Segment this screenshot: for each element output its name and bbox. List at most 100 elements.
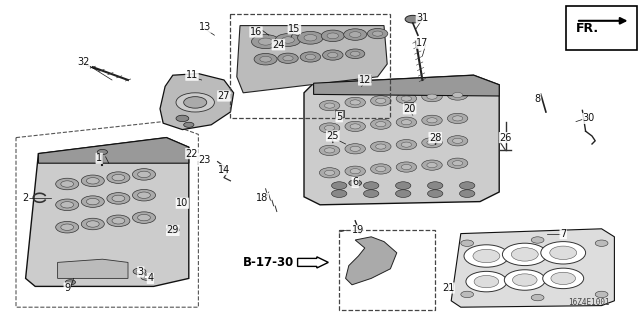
Circle shape (132, 212, 156, 223)
Circle shape (323, 50, 343, 60)
Circle shape (452, 92, 463, 98)
Circle shape (350, 169, 360, 174)
Text: 32: 32 (77, 57, 90, 68)
Circle shape (184, 122, 194, 127)
Circle shape (422, 92, 442, 102)
Text: 16Z4E1001: 16Z4E1001 (568, 298, 610, 307)
Circle shape (346, 49, 365, 59)
Circle shape (107, 172, 130, 183)
Circle shape (422, 160, 442, 170)
Text: 3: 3 (138, 267, 144, 277)
Circle shape (141, 274, 154, 280)
Circle shape (447, 136, 468, 146)
Circle shape (136, 270, 143, 273)
Text: 24: 24 (272, 40, 285, 50)
Circle shape (364, 182, 379, 189)
Circle shape (132, 189, 156, 201)
Circle shape (184, 97, 207, 108)
Circle shape (396, 162, 417, 172)
Text: 18: 18 (256, 193, 269, 204)
Circle shape (144, 276, 150, 279)
Circle shape (86, 198, 99, 205)
Circle shape (351, 52, 360, 56)
Text: 11: 11 (186, 70, 198, 80)
Circle shape (327, 33, 339, 39)
Circle shape (138, 214, 150, 221)
Circle shape (428, 182, 443, 189)
Circle shape (254, 53, 277, 65)
Text: 20: 20 (403, 104, 416, 114)
Circle shape (324, 103, 335, 108)
Bar (335, 110, 344, 117)
Circle shape (298, 31, 323, 44)
Circle shape (396, 93, 417, 104)
Circle shape (396, 117, 417, 127)
Circle shape (319, 123, 340, 133)
Circle shape (260, 56, 271, 62)
Polygon shape (314, 75, 499, 96)
Circle shape (282, 37, 294, 43)
Text: 7: 7 (560, 228, 566, 239)
Circle shape (332, 190, 347, 197)
Circle shape (401, 142, 412, 147)
Circle shape (138, 171, 150, 178)
Text: 5: 5 (336, 112, 342, 122)
Circle shape (371, 164, 391, 174)
Circle shape (319, 145, 340, 156)
Text: 15: 15 (288, 24, 301, 34)
Circle shape (321, 30, 344, 42)
Circle shape (61, 224, 74, 230)
Text: 8: 8 (534, 94, 541, 104)
Circle shape (61, 202, 74, 208)
Circle shape (461, 240, 474, 246)
Circle shape (107, 193, 130, 204)
Polygon shape (160, 74, 234, 130)
Circle shape (56, 178, 79, 190)
Polygon shape (346, 237, 397, 285)
Circle shape (401, 120, 412, 125)
Circle shape (550, 246, 577, 260)
Circle shape (112, 174, 125, 181)
Circle shape (513, 274, 537, 286)
Text: 28: 28 (429, 132, 442, 143)
Circle shape (427, 118, 437, 123)
Circle shape (551, 272, 575, 284)
Circle shape (422, 115, 442, 125)
Circle shape (401, 164, 412, 170)
Circle shape (350, 146, 360, 151)
Circle shape (350, 100, 360, 105)
Text: 16: 16 (250, 27, 262, 37)
Circle shape (427, 140, 437, 145)
Circle shape (349, 180, 362, 186)
Circle shape (511, 248, 538, 261)
Circle shape (466, 271, 507, 292)
Circle shape (319, 100, 340, 111)
Circle shape (474, 276, 499, 288)
Circle shape (422, 138, 442, 148)
Text: 26: 26 (499, 132, 512, 143)
Circle shape (464, 245, 509, 267)
Circle shape (112, 218, 125, 224)
Circle shape (376, 98, 386, 103)
Text: 22: 22 (186, 148, 198, 159)
Circle shape (447, 90, 468, 100)
Circle shape (460, 182, 475, 189)
Circle shape (473, 249, 500, 263)
Text: 30: 30 (582, 113, 595, 124)
Circle shape (304, 35, 317, 41)
Circle shape (133, 268, 146, 275)
Text: FR.: FR. (576, 22, 599, 35)
Circle shape (132, 169, 156, 180)
Circle shape (427, 94, 437, 99)
Circle shape (405, 15, 420, 23)
Circle shape (252, 35, 280, 49)
Circle shape (401, 96, 412, 101)
Circle shape (305, 54, 316, 60)
Text: 10: 10 (176, 198, 189, 208)
Circle shape (112, 195, 125, 202)
Circle shape (345, 121, 365, 132)
Circle shape (349, 32, 361, 37)
Circle shape (324, 148, 335, 153)
Text: 23: 23 (198, 155, 211, 165)
Text: 13: 13 (198, 22, 211, 32)
